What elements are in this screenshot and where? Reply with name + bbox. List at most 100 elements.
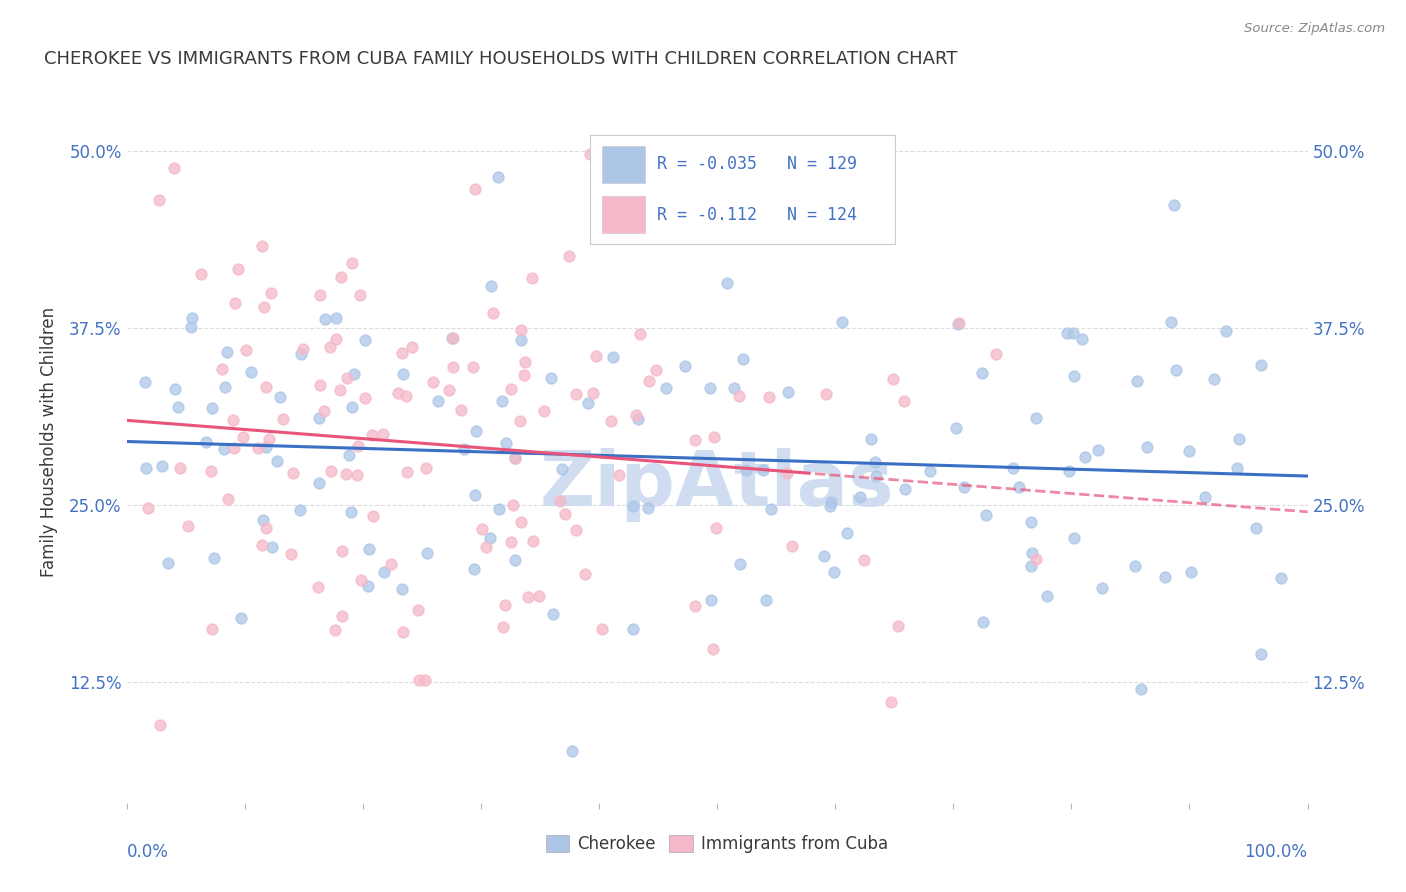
Point xyxy=(229,611,252,625)
Point xyxy=(391,582,413,596)
Point xyxy=(488,502,510,516)
Point xyxy=(479,279,502,293)
Point xyxy=(509,515,531,529)
Point xyxy=(814,386,837,401)
Point xyxy=(479,531,502,545)
Text: CHEROKEE VS IMMIGRANTS FROM CUBA FAMILY HOUSEHOLDS WITH CHILDREN CORRELATION CHA: CHEROKEE VS IMMIGRANTS FROM CUBA FAMILY … xyxy=(44,50,957,68)
Point xyxy=(865,468,887,483)
Point xyxy=(548,493,571,508)
Point xyxy=(582,385,605,400)
Point xyxy=(373,565,395,579)
Point xyxy=(517,590,540,604)
Point xyxy=(945,420,967,434)
Point xyxy=(307,580,329,594)
Point xyxy=(527,589,550,603)
Point xyxy=(509,414,531,428)
Point xyxy=(730,558,752,572)
Point xyxy=(288,503,311,517)
Point xyxy=(638,374,661,388)
Point xyxy=(621,622,644,636)
Point xyxy=(776,385,799,400)
Point xyxy=(974,508,997,522)
Point xyxy=(163,161,186,175)
Point xyxy=(254,440,277,454)
Point xyxy=(502,499,524,513)
Point xyxy=(413,673,436,688)
Point xyxy=(309,378,332,392)
Point xyxy=(591,622,613,636)
Point xyxy=(232,430,254,444)
Point xyxy=(813,549,835,564)
Point xyxy=(512,368,534,382)
Point xyxy=(136,500,159,515)
Point xyxy=(727,389,749,403)
Point xyxy=(135,461,157,475)
Point xyxy=(240,365,263,379)
Point xyxy=(1024,410,1046,425)
Point xyxy=(776,466,799,480)
Point xyxy=(602,350,624,364)
Point xyxy=(463,360,485,375)
Point xyxy=(637,501,659,516)
Point xyxy=(758,390,780,404)
Point xyxy=(325,332,347,346)
Point xyxy=(503,450,526,465)
Point xyxy=(600,413,623,427)
Point xyxy=(627,411,650,425)
Point xyxy=(222,442,245,456)
Point xyxy=(464,182,486,196)
Point xyxy=(441,331,464,345)
Point xyxy=(704,521,727,535)
Point xyxy=(395,389,418,403)
Text: ZipAtlas: ZipAtlas xyxy=(540,448,894,522)
Point xyxy=(1019,558,1042,573)
Point xyxy=(576,396,599,410)
Bar xyxy=(602,196,645,234)
Point xyxy=(852,553,875,567)
Point xyxy=(699,380,721,394)
Point xyxy=(887,618,910,632)
Text: 0.0%: 0.0% xyxy=(127,843,169,861)
Point xyxy=(1226,460,1249,475)
Point xyxy=(751,463,773,477)
Point xyxy=(1163,198,1185,212)
Point xyxy=(565,523,588,537)
Point xyxy=(948,316,970,330)
Point xyxy=(716,276,738,290)
Point xyxy=(1062,326,1084,340)
Point xyxy=(361,427,384,442)
Y-axis label: Family Households with Children: Family Households with Children xyxy=(39,307,58,576)
Point xyxy=(312,403,335,417)
Point xyxy=(201,623,224,637)
Point xyxy=(755,593,778,607)
Point xyxy=(565,387,588,401)
Point xyxy=(453,442,475,456)
Point xyxy=(1244,521,1267,535)
Point xyxy=(380,557,402,571)
Point xyxy=(1087,443,1109,458)
Point xyxy=(269,390,291,404)
Point xyxy=(520,271,543,285)
Point xyxy=(533,404,555,418)
Point xyxy=(700,593,723,607)
Point xyxy=(190,267,212,281)
Point xyxy=(495,436,517,450)
Point xyxy=(492,620,515,634)
Point xyxy=(252,513,274,527)
Text: R = -0.112   N = 124: R = -0.112 N = 124 xyxy=(657,206,856,224)
Point xyxy=(357,579,380,593)
Point xyxy=(437,383,460,397)
Point xyxy=(353,391,375,405)
Point xyxy=(1215,324,1237,338)
Point xyxy=(673,359,696,373)
Point xyxy=(224,296,246,310)
Point xyxy=(387,386,409,401)
Point xyxy=(820,495,842,509)
Point xyxy=(217,344,239,359)
Point xyxy=(734,463,756,477)
Point xyxy=(440,837,463,851)
Point xyxy=(1036,589,1059,603)
Point xyxy=(180,319,202,334)
Point xyxy=(281,466,304,480)
Point xyxy=(363,508,385,523)
